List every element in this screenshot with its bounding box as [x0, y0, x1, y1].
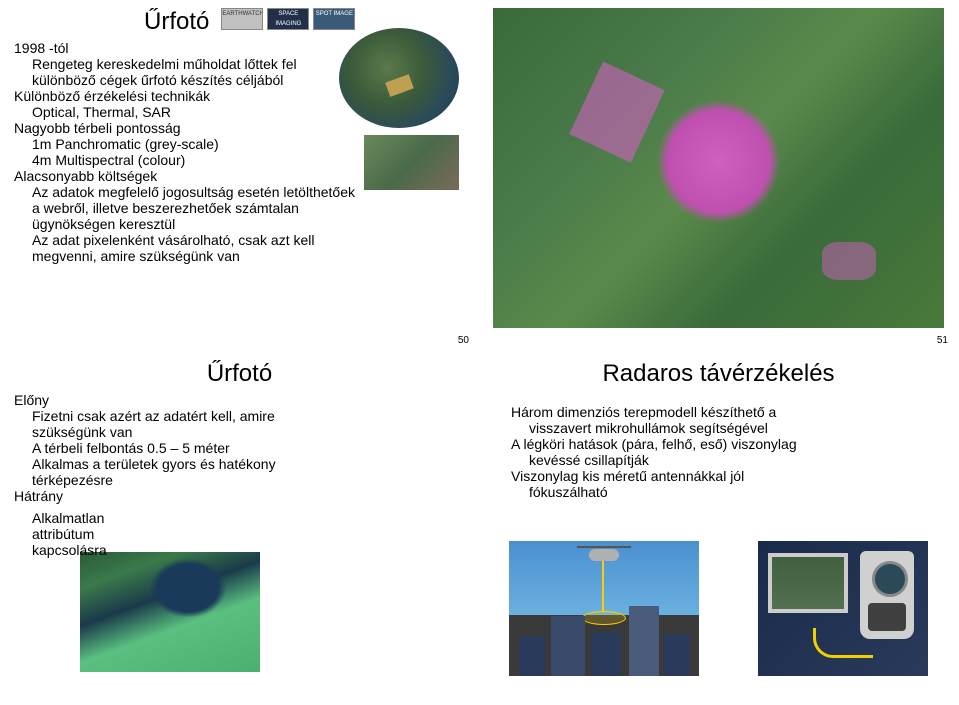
slide50-line: ügynökségen keresztül	[32, 216, 465, 232]
slide52-title: Űrfotó	[74, 360, 405, 388]
slide53-title: Radaros távérzékelés	[493, 360, 944, 388]
slide52-line: attribútum	[32, 526, 465, 542]
slide52-line: A térbeli felbontás 0.5 – 5 méter	[32, 440, 465, 456]
building-shape	[664, 634, 690, 676]
slide-52: Űrfotó Előny Fizetni csak azért az adaté…	[0, 352, 479, 704]
radar-beam-icon	[602, 561, 604, 611]
coast-satellite-image	[80, 552, 260, 672]
slide50-line: Az adat pixelenként vásárolható, csak az…	[32, 232, 465, 248]
slide53-body: Három dimenziós terepmodell készíthető a…	[493, 404, 944, 500]
building-shape	[629, 606, 659, 676]
slide52-line: szükségünk van	[32, 424, 465, 440]
slide50-logos: EARTHWATCH SPACE IMAGING SPOT IMAGE	[221, 8, 355, 30]
slide52-line: kapcsolásra	[32, 542, 465, 558]
monitor-icon	[768, 553, 848, 613]
slide53-line: A légköri hatások (pára, felhő, eső) vis…	[511, 436, 944, 452]
helicopter-icon	[589, 549, 619, 561]
slide53-line: visszavert mikrohullámok segítségével	[529, 420, 944, 436]
slide52-line: Alkalmas a területek gyors és hatékony	[32, 456, 465, 472]
slide-51: 51	[479, 0, 958, 352]
building-shape	[519, 636, 545, 676]
slide52-line: Hátrány	[14, 488, 465, 504]
slide50-line: megvenni, amire szükségünk van	[32, 248, 465, 264]
slide52-line: térképezésre	[32, 472, 465, 488]
slide50-title: Űrfotó	[144, 8, 209, 36]
slide52-body: Előny Fizetni csak azért az adatért kell…	[14, 392, 465, 558]
slide52-line: Fizetni csak azért az adatért kell, amir…	[32, 408, 465, 424]
slide53-line: Három dimenziós terepmodell készíthető a	[511, 404, 944, 420]
helicopter-radar-diagram	[509, 541, 699, 676]
slide53-line: Viszonylag kis méretű antennákkal jól	[511, 468, 944, 484]
building-shape	[551, 616, 585, 676]
slide-number: 50	[458, 335, 469, 346]
radar-device-icon	[860, 551, 914, 639]
logo-earthwatch: EARTHWATCH	[221, 8, 263, 30]
cable-icon	[813, 628, 873, 658]
logo-space-imaging: SPACE IMAGING	[267, 8, 309, 30]
slide-number: 51	[937, 335, 948, 346]
slide53-line: fókuszálható	[529, 484, 944, 500]
building-shape	[591, 632, 621, 676]
slide50-line: a webről, illetve beszerezhetőek számtal…	[32, 200, 465, 216]
logo-spot-image: SPOT IMAGE	[313, 8, 355, 30]
radar-equipment-photo	[758, 541, 928, 676]
slide-53: Radaros távérzékelés Három dimenziós ter…	[479, 352, 958, 704]
slide-50: Űrfotó EARTHWATCH SPACE IMAGING SPOT IMA…	[0, 0, 479, 352]
slide53-line: kevéssé csillapítják	[529, 452, 944, 468]
slide52-line: Alkalmatlan	[32, 510, 465, 526]
satellite-false-color-image	[493, 8, 944, 328]
slide52-line: Előny	[14, 392, 465, 408]
globe-image	[339, 28, 459, 128]
thumbnail-image	[364, 135, 459, 190]
